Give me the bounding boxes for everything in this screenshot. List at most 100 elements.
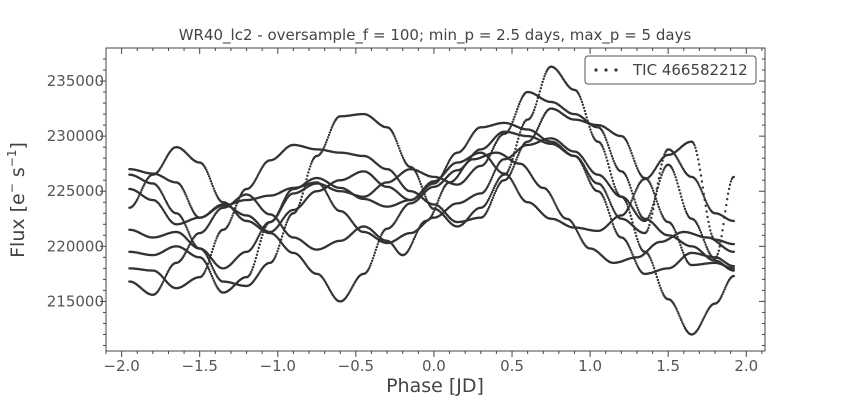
data-point bbox=[214, 191, 217, 195]
data-point bbox=[698, 186, 702, 189]
data-point bbox=[489, 201, 493, 204]
data-point bbox=[186, 197, 189, 201]
data-point bbox=[181, 218, 184, 221]
data-point bbox=[615, 190, 618, 193]
data-point bbox=[396, 142, 399, 145]
data-point bbox=[577, 233, 581, 236]
data-point bbox=[285, 221, 288, 224]
data-point bbox=[330, 126, 333, 129]
data-point bbox=[629, 248, 632, 252]
data-point bbox=[283, 226, 287, 229]
data-point bbox=[211, 277, 214, 280]
data-point bbox=[413, 235, 417, 239]
data-point bbox=[325, 141, 328, 144]
data-point bbox=[612, 225, 615, 228]
data-point bbox=[251, 266, 255, 269]
data-point bbox=[214, 283, 217, 286]
data-point bbox=[417, 177, 421, 181]
data-point bbox=[608, 149, 612, 152]
data-point bbox=[705, 210, 708, 213]
data-point bbox=[605, 156, 608, 159]
data-point bbox=[521, 123, 525, 127]
data-point bbox=[391, 131, 394, 134]
data-point bbox=[210, 182, 214, 185]
data-point bbox=[301, 192, 304, 195]
data-point bbox=[732, 265, 735, 268]
data-point bbox=[611, 157, 615, 160]
data-point bbox=[436, 201, 439, 205]
data-point bbox=[701, 318, 704, 322]
data-point bbox=[511, 157, 514, 161]
data-point bbox=[633, 159, 636, 163]
data-point bbox=[372, 254, 376, 257]
data-point bbox=[232, 212, 235, 215]
data-point bbox=[229, 219, 232, 222]
data-point bbox=[259, 231, 262, 234]
data-point bbox=[252, 263, 256, 266]
data-point bbox=[513, 163, 516, 166]
data-point bbox=[324, 143, 327, 146]
data-point bbox=[575, 229, 579, 233]
data-point bbox=[370, 262, 373, 265]
data-point bbox=[697, 158, 700, 161]
data-point bbox=[725, 284, 728, 287]
data-point bbox=[492, 145, 496, 149]
data-point bbox=[212, 279, 215, 282]
data-point bbox=[489, 203, 492, 206]
data-point bbox=[398, 147, 401, 150]
data-point bbox=[517, 153, 520, 157]
data-point bbox=[210, 250, 214, 254]
data-point bbox=[607, 196, 610, 199]
data-point bbox=[661, 291, 664, 294]
data-point bbox=[604, 200, 607, 204]
data-point bbox=[444, 167, 447, 171]
data-point bbox=[492, 172, 496, 175]
data-point bbox=[703, 198, 706, 202]
data-point bbox=[446, 162, 450, 165]
data-point bbox=[274, 254, 277, 258]
data-point bbox=[650, 216, 653, 220]
data-point bbox=[634, 231, 637, 234]
data-point bbox=[415, 173, 419, 176]
data-point bbox=[732, 219, 735, 223]
data-point bbox=[437, 199, 440, 202]
data-point bbox=[635, 262, 638, 265]
data-point bbox=[213, 281, 216, 284]
data-point bbox=[228, 221, 231, 224]
data-point bbox=[512, 118, 515, 121]
data-point bbox=[659, 210, 662, 214]
data-point bbox=[213, 189, 216, 193]
data-point bbox=[612, 182, 615, 186]
data-point bbox=[584, 171, 587, 174]
data-point bbox=[438, 196, 441, 200]
data-point bbox=[300, 195, 303, 198]
data-point bbox=[543, 75, 546, 78]
data-point bbox=[608, 166, 611, 169]
data-point bbox=[305, 178, 308, 181]
data-point bbox=[307, 171, 310, 174]
data-point bbox=[278, 211, 281, 214]
data-point bbox=[722, 290, 725, 294]
data-point bbox=[652, 267, 656, 270]
data-point bbox=[721, 292, 724, 296]
data-point bbox=[674, 230, 677, 234]
data-point bbox=[649, 220, 652, 223]
data-point bbox=[608, 198, 611, 202]
data-point bbox=[509, 125, 512, 128]
data-point bbox=[625, 176, 629, 179]
data-point bbox=[331, 124, 334, 127]
data-point bbox=[189, 204, 192, 207]
data-point bbox=[614, 230, 617, 233]
data-point bbox=[698, 168, 702, 171]
data-point bbox=[682, 325, 686, 328]
data-point bbox=[209, 253, 213, 257]
data-point bbox=[635, 164, 638, 168]
data-point bbox=[205, 262, 208, 265]
data-point bbox=[630, 189, 633, 192]
data-point bbox=[491, 189, 495, 192]
data-point bbox=[284, 223, 288, 226]
data-point bbox=[710, 232, 713, 235]
data-point bbox=[206, 265, 209, 268]
data-point bbox=[590, 131, 593, 134]
data-point bbox=[393, 135, 396, 138]
